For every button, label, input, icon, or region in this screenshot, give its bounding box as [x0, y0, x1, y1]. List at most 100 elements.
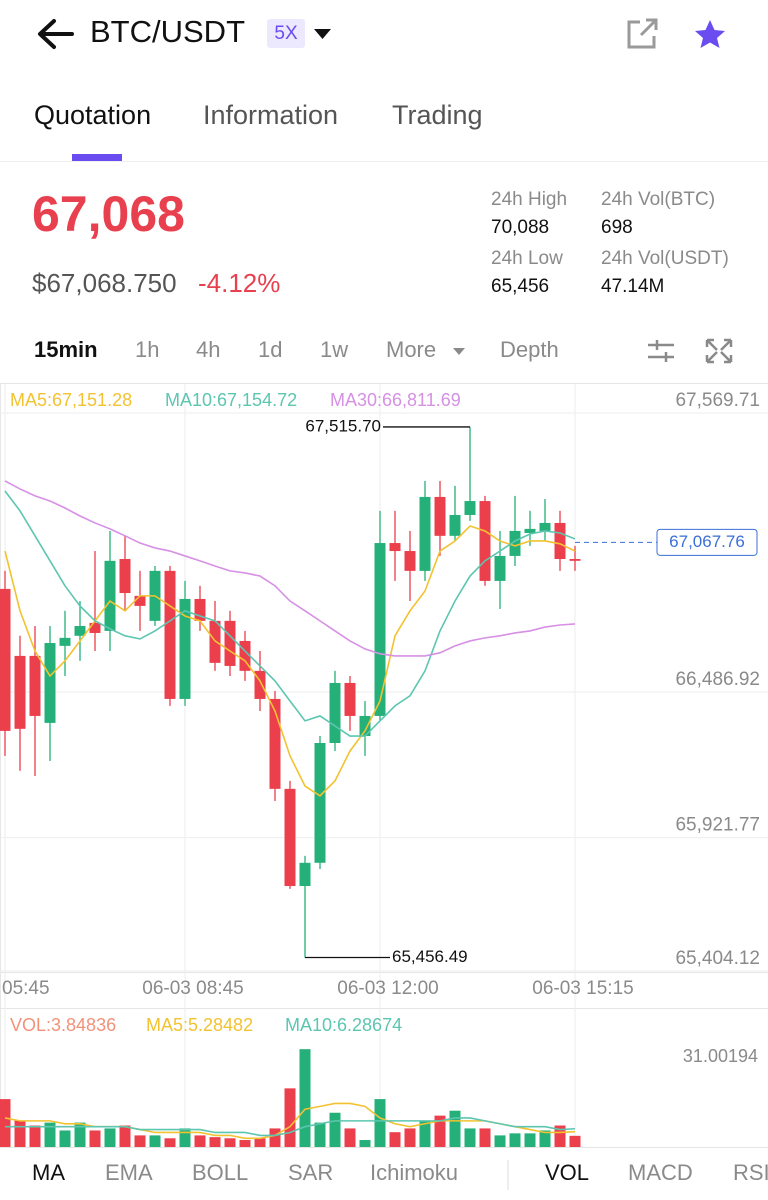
candle-body — [194, 598, 206, 621]
tab[interactable]: Trading — [392, 100, 483, 130]
candle-body — [104, 560, 116, 631]
stat-value: 65,456 — [491, 276, 549, 297]
pair-dropdown[interactable] — [314, 29, 331, 39]
vol-tick-label: 31.00194 — [683, 1046, 758, 1066]
share-arrow[interactable] — [639, 18, 658, 37]
volume-bar — [449, 1110, 461, 1147]
interval-depth[interactable]: Depth — [500, 337, 559, 362]
candle-body — [359, 715, 371, 737]
volume-bar — [539, 1130, 551, 1147]
volume-bar — [179, 1128, 191, 1147]
indicator[interactable]: EMA — [105, 1160, 153, 1185]
min-label: 65,456.49 — [392, 947, 468, 966]
candle-body — [344, 682, 356, 716]
candle-body — [539, 522, 551, 531]
stat-label: 24h High — [491, 189, 567, 210]
max-label: 67,515.70 — [305, 416, 381, 435]
candle-body — [14, 655, 26, 729]
candle-body — [239, 640, 251, 671]
volume-bar — [254, 1138, 266, 1147]
volume-bar — [314, 1122, 326, 1147]
last-price-box — [656, 528, 758, 556]
volume-bar — [479, 1128, 491, 1147]
fullscreen-icon[interactable] — [705, 338, 733, 364]
leverage: 5X — [274, 23, 298, 44]
x-tick-label: 06-03 08:45 — [142, 978, 243, 999]
ma-line — [4, 480, 576, 657]
volume-bar — [554, 1125, 566, 1147]
volume-bar — [374, 1099, 386, 1147]
volume-bar — [419, 1120, 431, 1147]
interval-more[interactable]: More — [386, 337, 436, 362]
more-caret[interactable] — [453, 348, 465, 355]
volume-bar — [74, 1122, 86, 1147]
vol-legend-entry: VOL:3.84836 — [10, 1015, 116, 1035]
volume-bar — [224, 1138, 236, 1147]
leverage-badge — [267, 19, 305, 48]
fullscreen-arrows[interactable] — [705, 338, 733, 364]
candle-body — [374, 543, 386, 716]
volume-bar — [134, 1135, 146, 1147]
vol-legend-entry: MA10:6.28674 — [285, 1015, 402, 1035]
vertical-grid — [4, 384, 576, 1147]
back-arrow[interactable] — [38, 19, 74, 49]
y-tick-label: 65,404.12 — [675, 948, 760, 969]
candle-body — [179, 598, 191, 699]
share-button[interactable] — [627, 18, 658, 49]
candle-body — [554, 522, 566, 560]
interval[interactable]: 4h — [196, 337, 220, 362]
legend-entry: MA5:67,151.28 — [10, 390, 132, 410]
stat-label: 24h Vol(BTC) — [601, 189, 715, 210]
volume-bar — [464, 1128, 476, 1147]
volume-bar — [284, 1088, 296, 1147]
settings-icon[interactable] — [648, 340, 674, 362]
volume-bar — [59, 1130, 71, 1147]
interval[interactable]: 1d — [258, 337, 282, 362]
candle-body — [269, 698, 281, 789]
ma-line — [4, 525, 576, 797]
indicator[interactable]: Ichimoku — [370, 1160, 458, 1185]
indicator[interactable]: MACD — [628, 1160, 693, 1185]
volume-bar — [509, 1133, 521, 1147]
share-icon[interactable] — [627, 20, 656, 49]
volume-bar — [524, 1133, 536, 1147]
indicator[interactable]: RSI — [733, 1160, 768, 1185]
candle-body — [314, 742, 326, 863]
pair-title[interactable]: BTC/USDT — [90, 14, 245, 49]
x-tick-label: 06-03 15:15 — [532, 978, 633, 999]
candle-body — [509, 530, 521, 556]
candle-body — [404, 551, 416, 571]
tab-active[interactable]: Quotation — [34, 100, 151, 130]
candle-body — [119, 559, 131, 594]
interval[interactable]: 1w — [320, 337, 348, 362]
interval[interactable]: 1h — [135, 337, 159, 362]
volume-bar — [239, 1140, 251, 1147]
favorite-star[interactable] — [695, 20, 725, 48]
volume-bar — [359, 1140, 371, 1147]
volume-bar — [104, 1128, 116, 1147]
last-price: 67,068 — [32, 186, 185, 242]
indicator[interactable]: BOLL — [192, 1160, 248, 1185]
usd-price: $67,068.750 — [32, 268, 177, 298]
volume-bar — [194, 1135, 206, 1147]
back-button[interactable] — [38, 19, 74, 49]
indicator[interactable]: SAR — [288, 1160, 333, 1185]
tab[interactable]: Information — [203, 100, 338, 130]
indicator-active[interactable]: MA — [32, 1160, 65, 1185]
interval-active[interactable]: 15min — [34, 337, 98, 362]
volume-bar — [389, 1132, 401, 1147]
candle-body — [329, 682, 341, 743]
legend-entry: MA10:67,154.72 — [165, 390, 297, 410]
volume-bar — [44, 1122, 56, 1147]
volume-bar — [269, 1128, 281, 1147]
candle-body — [494, 555, 506, 581]
indicator-active[interactable]: VOL — [545, 1160, 589, 1185]
candle-body — [164, 570, 176, 699]
candle-body — [89, 622, 101, 633]
settings-lines[interactable] — [648, 340, 674, 362]
candle-body — [569, 559, 581, 561]
y-tick-label: 65,921.77 — [675, 815, 760, 836]
candle-body — [479, 501, 491, 581]
candle-body — [524, 528, 536, 533]
